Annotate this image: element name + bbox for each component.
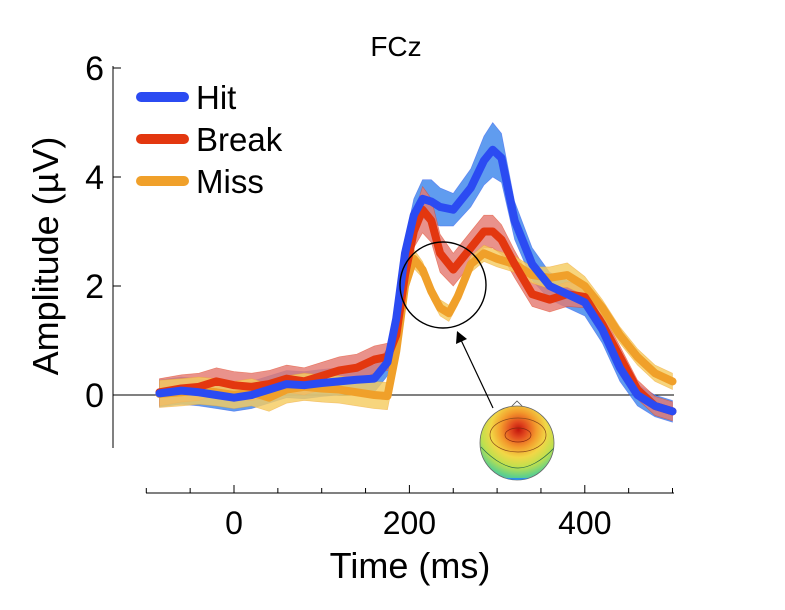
x-ticks: 0 200 400 bbox=[145, 485, 673, 541]
y-tick-label: 6 bbox=[85, 50, 104, 88]
series-lines bbox=[155, 145, 677, 416]
legend-label-hit: Hit bbox=[196, 79, 236, 116]
chart-title: FCz bbox=[370, 31, 421, 62]
hit-line bbox=[155, 145, 677, 416]
x-tick-label: 400 bbox=[558, 505, 611, 541]
highlight-circle bbox=[399, 241, 487, 329]
y-ticks: 0 2 4 6 bbox=[85, 50, 121, 415]
x-tick-label: 200 bbox=[383, 505, 436, 541]
legend: Hit Break Miss bbox=[136, 79, 283, 200]
legend-label-miss: Miss bbox=[196, 163, 264, 200]
y-tick-label: 2 bbox=[85, 268, 104, 306]
annotation-arrow bbox=[460, 339, 494, 409]
y-tick-label: 4 bbox=[85, 159, 104, 197]
y-axis-label: Amplitude (µV) bbox=[25, 137, 66, 376]
y-tick-label: 0 bbox=[85, 377, 104, 415]
annotation-arrowhead bbox=[456, 331, 467, 344]
x-tick-label: 0 bbox=[225, 505, 243, 541]
scalp-topography-icon bbox=[479, 400, 555, 481]
miss-line bbox=[155, 249, 677, 402]
legend-label-break: Break bbox=[196, 121, 283, 158]
x-axis-label: Time (ms) bbox=[330, 545, 491, 586]
